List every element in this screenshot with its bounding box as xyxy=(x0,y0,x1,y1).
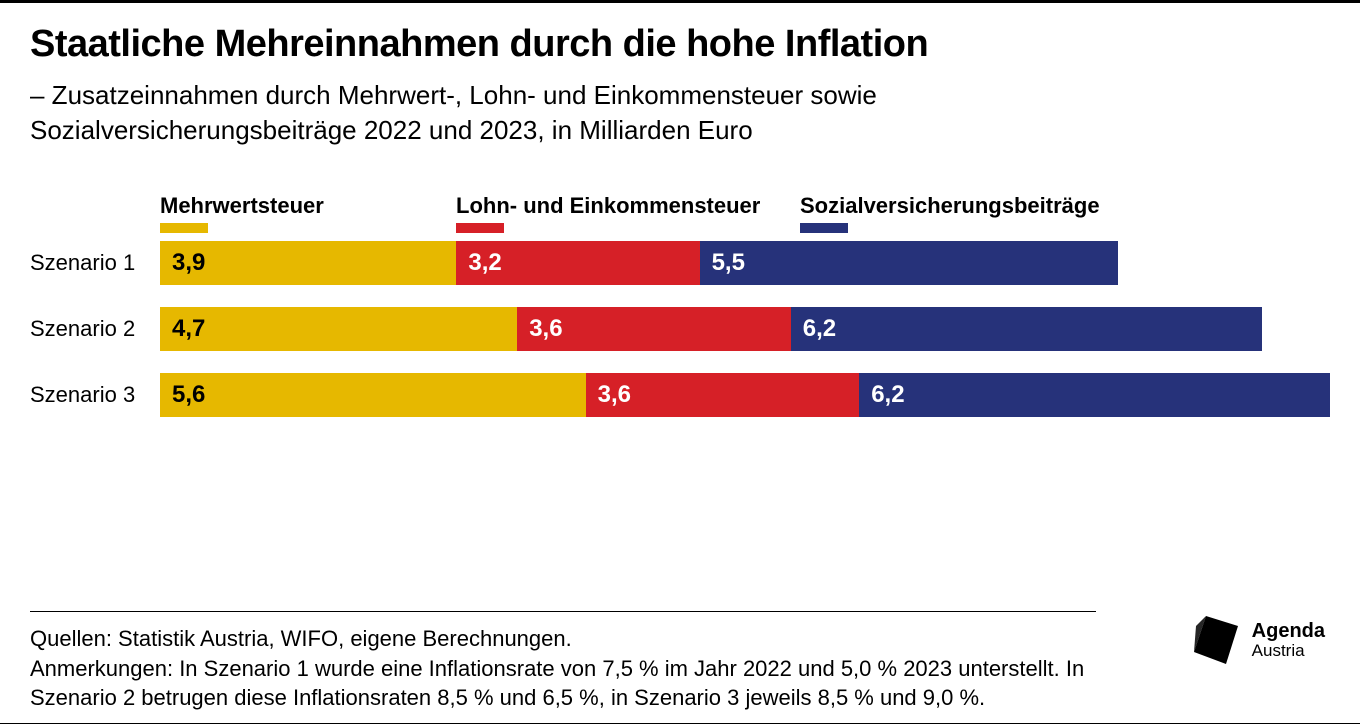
footnote-notes: Anmerkungen: In Szenario 1 wurde eine In… xyxy=(30,654,1130,713)
legend-item-mwst: Mehrwertsteuer xyxy=(160,193,324,233)
bar-segment-sv: 6,2 xyxy=(859,373,1330,417)
legend-item-lohn: Lohn- und Einkommensteuer xyxy=(456,193,760,233)
bar-track: 4,73,66,2 xyxy=(160,307,1262,351)
bar-segment-mwst: 5,6 xyxy=(160,373,586,417)
bar-segment-sv: 5,5 xyxy=(700,241,1118,285)
legend-label: Sozialversicherungsbeiträge xyxy=(800,193,1100,219)
bar-track: 3,93,25,5 xyxy=(160,241,1118,285)
brand-logo: Agenda Austria xyxy=(1188,612,1325,668)
bar-segment-mwst: 4,7 xyxy=(160,307,517,351)
row-label: Szenario 3 xyxy=(30,382,160,408)
bar-segment-mwst: 3,9 xyxy=(160,241,456,285)
bar-segment-lohn: 3,6 xyxy=(586,373,860,417)
bar-segment-lohn: 3,6 xyxy=(517,307,791,351)
row-label: Szenario 1 xyxy=(30,250,160,276)
bar-row: Szenario 35,63,66,2 xyxy=(30,373,1330,417)
chart-title: Staatliche Mehreinnahmen durch die hohe … xyxy=(30,23,1330,66)
legend: Mehrwertsteuer Lohn- und Einkommensteuer S… xyxy=(160,193,1330,233)
bar-segment-lohn: 3,2 xyxy=(456,241,699,285)
logo-text-top: Agenda xyxy=(1252,621,1325,642)
bar-segment-sv: 6,2 xyxy=(791,307,1262,351)
legend-swatch xyxy=(456,223,504,233)
legend-label: Lohn- und Einkommensteuer xyxy=(456,193,760,219)
footnote-sources: Quellen: Statistik Austria, WIFO, eigene… xyxy=(30,624,1130,654)
legend-swatch xyxy=(800,223,848,233)
bar-row: Szenario 13,93,25,5 xyxy=(30,241,1330,285)
legend-item-sv: Sozialversicherungsbeiträge xyxy=(800,193,1100,233)
stacked-bar-chart: Szenario 13,93,25,5Szenario 24,73,66,2Sz… xyxy=(30,241,1330,417)
legend-label: Mehrwertsteuer xyxy=(160,193,324,219)
chart-subtitle: – Zusatzeinnahmen durch Mehrwert-, Lohn-… xyxy=(30,78,1080,148)
footer-divider xyxy=(30,611,1096,612)
row-label: Szenario 2 xyxy=(30,316,160,342)
legend-swatch xyxy=(160,223,208,233)
bar-row: Szenario 24,73,66,2 xyxy=(30,307,1330,351)
logo-text-bottom: Austria xyxy=(1252,642,1325,660)
logo-icon xyxy=(1188,612,1244,668)
bar-track: 5,63,66,2 xyxy=(160,373,1330,417)
